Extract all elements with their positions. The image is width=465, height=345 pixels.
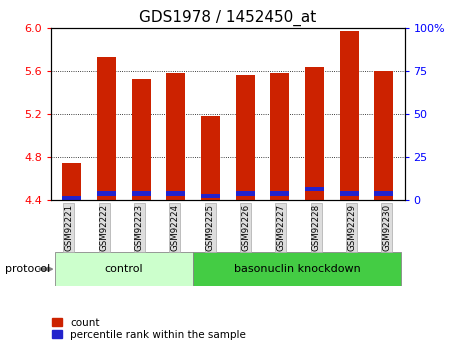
Bar xyxy=(270,73,289,200)
Bar xyxy=(270,191,289,196)
Text: GSM92221: GSM92221 xyxy=(64,204,73,251)
Bar xyxy=(132,79,151,200)
Bar xyxy=(236,191,255,196)
Bar xyxy=(201,116,220,200)
Bar xyxy=(374,71,393,200)
Text: GSM92227: GSM92227 xyxy=(276,204,286,251)
Text: GSM92225: GSM92225 xyxy=(206,204,215,251)
Bar xyxy=(236,75,255,200)
Bar xyxy=(305,187,324,191)
Text: GSM92230: GSM92230 xyxy=(382,204,392,251)
Text: basonuclin knockdown: basonuclin knockdown xyxy=(234,264,360,274)
Text: protocol: protocol xyxy=(5,264,50,274)
Text: GSM92223: GSM92223 xyxy=(135,204,144,251)
Bar xyxy=(97,57,116,200)
Text: control: control xyxy=(105,264,143,274)
Text: GSM92229: GSM92229 xyxy=(347,204,356,250)
Text: GSM92226: GSM92226 xyxy=(241,204,250,251)
Bar xyxy=(339,31,359,200)
Text: GSM92224: GSM92224 xyxy=(170,204,179,251)
Bar xyxy=(201,194,220,198)
Bar xyxy=(305,68,324,200)
Legend: count, percentile rank within the sample: count, percentile rank within the sample xyxy=(52,318,246,340)
Text: GSM92222: GSM92222 xyxy=(100,204,109,251)
Bar xyxy=(132,191,151,196)
Bar xyxy=(166,191,186,196)
Bar xyxy=(97,191,116,196)
Bar xyxy=(374,191,393,196)
Text: GSM92228: GSM92228 xyxy=(312,204,321,251)
Bar xyxy=(54,252,193,286)
Bar xyxy=(193,252,401,286)
Title: GDS1978 / 1452450_at: GDS1978 / 1452450_at xyxy=(139,10,317,26)
Bar xyxy=(62,164,81,200)
Bar xyxy=(62,196,81,200)
Bar xyxy=(166,73,186,200)
Bar xyxy=(339,191,359,196)
